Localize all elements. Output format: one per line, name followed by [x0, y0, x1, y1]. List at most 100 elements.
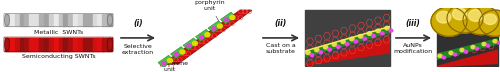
- Circle shape: [454, 53, 456, 56]
- Text: (iii): (iii): [406, 19, 420, 28]
- Text: AuNPs
modification: AuNPs modification: [394, 43, 432, 54]
- Bar: [437, 10, 498, 66]
- Bar: [64, 14, 68, 26]
- Bar: [92, 14, 98, 26]
- Circle shape: [438, 54, 442, 58]
- Polygon shape: [158, 55, 174, 68]
- Bar: [30, 14, 35, 26]
- Circle shape: [180, 50, 185, 54]
- Bar: [58, 14, 64, 26]
- Bar: [88, 38, 93, 51]
- Text: Metallic  SWNTs: Metallic SWNTs: [34, 30, 83, 35]
- Circle shape: [463, 5, 499, 35]
- Text: Selective
extraction: Selective extraction: [122, 44, 154, 55]
- Circle shape: [367, 32, 372, 35]
- Circle shape: [449, 51, 453, 55]
- Bar: [39, 38, 44, 51]
- Circle shape: [479, 10, 500, 36]
- Circle shape: [346, 43, 349, 46]
- Bar: [68, 14, 73, 26]
- Circle shape: [471, 45, 475, 49]
- Circle shape: [447, 4, 483, 33]
- Circle shape: [187, 44, 191, 47]
- Polygon shape: [220, 12, 236, 24]
- Circle shape: [460, 48, 464, 52]
- Polygon shape: [170, 47, 186, 59]
- Ellipse shape: [4, 14, 10, 26]
- Polygon shape: [305, 26, 390, 58]
- Circle shape: [332, 43, 336, 46]
- Circle shape: [493, 40, 497, 43]
- Circle shape: [162, 61, 166, 65]
- Circle shape: [174, 53, 178, 56]
- Bar: [305, 10, 390, 66]
- Circle shape: [230, 15, 235, 19]
- Circle shape: [442, 56, 446, 59]
- Bar: [83, 38, 88, 51]
- Circle shape: [341, 40, 345, 44]
- Polygon shape: [183, 38, 199, 50]
- Bar: [49, 14, 54, 26]
- Bar: [39, 14, 44, 26]
- Circle shape: [358, 34, 363, 38]
- Bar: [88, 14, 93, 26]
- Circle shape: [192, 41, 198, 45]
- Circle shape: [498, 42, 500, 44]
- Text: Semiconducting SWNTs: Semiconducting SWNTs: [22, 54, 96, 59]
- Text: porphyrin
unit: porphyrin unit: [194, 0, 226, 21]
- Circle shape: [452, 8, 467, 20]
- Bar: [58, 38, 64, 51]
- Polygon shape: [437, 49, 498, 67]
- Bar: [10, 38, 15, 51]
- Bar: [98, 38, 102, 51]
- Bar: [73, 38, 78, 51]
- Circle shape: [380, 32, 384, 35]
- Bar: [44, 14, 49, 26]
- Bar: [44, 38, 49, 51]
- Bar: [20, 38, 25, 51]
- Circle shape: [314, 48, 319, 52]
- Circle shape: [310, 54, 314, 57]
- Bar: [92, 38, 98, 51]
- Circle shape: [212, 27, 216, 30]
- Ellipse shape: [108, 38, 112, 51]
- Circle shape: [476, 47, 478, 50]
- Bar: [10, 14, 15, 26]
- Circle shape: [482, 42, 486, 46]
- Bar: [14, 14, 20, 26]
- Circle shape: [372, 35, 375, 38]
- Circle shape: [376, 29, 380, 33]
- Polygon shape: [208, 21, 224, 33]
- Circle shape: [436, 11, 451, 23]
- Circle shape: [464, 50, 468, 53]
- Bar: [78, 14, 83, 26]
- Bar: [34, 14, 40, 26]
- Circle shape: [218, 24, 222, 28]
- Circle shape: [319, 51, 322, 54]
- Bar: [102, 14, 108, 26]
- Bar: [64, 38, 68, 51]
- Bar: [73, 14, 78, 26]
- Circle shape: [354, 40, 358, 43]
- Circle shape: [224, 18, 228, 21]
- Bar: [5, 14, 10, 26]
- Ellipse shape: [4, 38, 10, 51]
- Bar: [34, 38, 40, 51]
- Bar: [78, 38, 83, 51]
- Text: (ii): (ii): [275, 19, 287, 28]
- Circle shape: [336, 45, 340, 48]
- Polygon shape: [162, 10, 252, 64]
- Polygon shape: [196, 29, 212, 42]
- Circle shape: [168, 59, 172, 63]
- Polygon shape: [305, 26, 390, 52]
- Circle shape: [200, 35, 203, 39]
- Ellipse shape: [108, 14, 112, 26]
- Text: fluorene
unit: fluorene unit: [163, 55, 189, 72]
- Circle shape: [328, 48, 332, 51]
- Circle shape: [389, 29, 393, 32]
- Text: Cast on a
substrate: Cast on a substrate: [266, 43, 296, 54]
- Polygon shape: [305, 37, 390, 66]
- Bar: [107, 38, 112, 51]
- Circle shape: [385, 26, 389, 30]
- Circle shape: [484, 14, 496, 24]
